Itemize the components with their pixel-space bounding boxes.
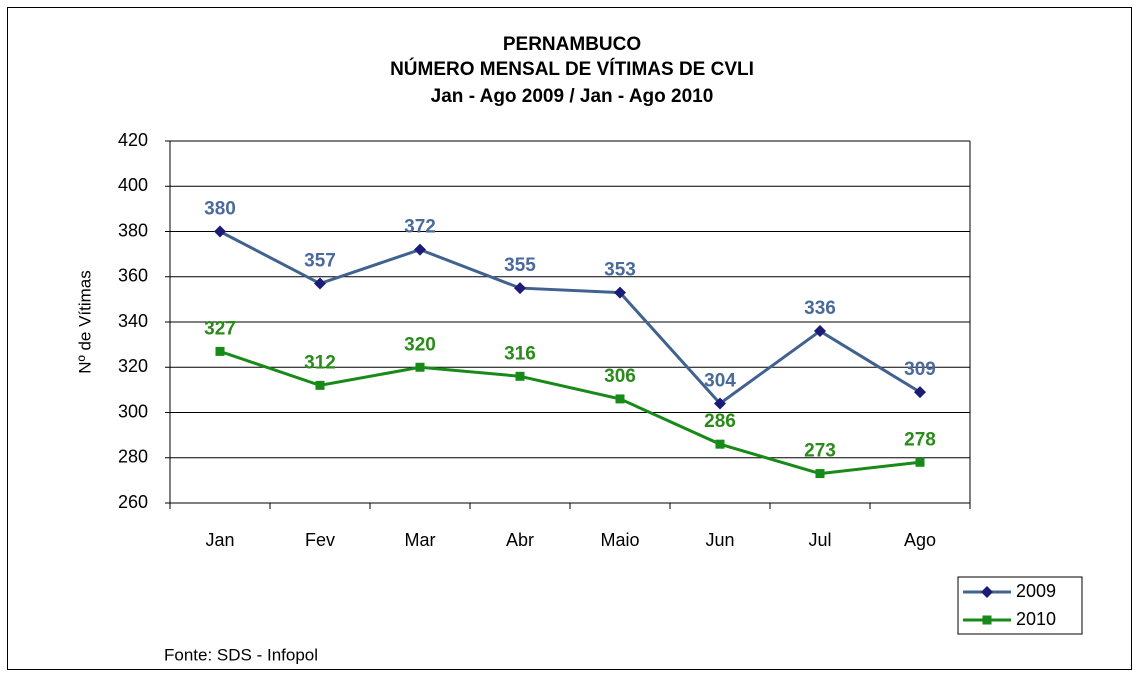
y-tick-label: 300 xyxy=(118,401,148,421)
data-label: 357 xyxy=(304,251,336,272)
legend-label: 2009 xyxy=(1016,581,1056,601)
y-tick-label: 260 xyxy=(118,492,148,512)
y-tick-label: 360 xyxy=(118,266,148,286)
data-point xyxy=(315,380,325,390)
data-label: 273 xyxy=(804,441,836,462)
x-tick-label: Fev xyxy=(305,530,335,550)
y-axis-label: Nº de Vítimas xyxy=(75,270,94,374)
data-point xyxy=(814,325,826,338)
data-label: 355 xyxy=(504,255,536,276)
data-label: 278 xyxy=(904,429,936,450)
data-label: 372 xyxy=(404,217,436,238)
data-label: 320 xyxy=(404,334,436,355)
data-point xyxy=(514,282,526,295)
x-tick-label: Jun xyxy=(705,530,734,550)
data-point xyxy=(515,371,525,381)
x-tick-label: Mar xyxy=(405,530,436,550)
y-tick-label: 280 xyxy=(118,447,148,467)
x-tick-label: Jul xyxy=(808,530,831,550)
data-point xyxy=(414,243,426,256)
data-label: 316 xyxy=(504,343,536,364)
data-label: 353 xyxy=(604,260,636,281)
chart-title: NÚMERO MENSAL DE VÍTIMAS DE CVLI xyxy=(390,58,754,80)
data-point xyxy=(415,362,425,372)
y-tick-label: 420 xyxy=(118,130,148,150)
data-point xyxy=(215,346,225,356)
data-label: 336 xyxy=(804,298,836,319)
data-point xyxy=(714,397,726,410)
data-label: 380 xyxy=(204,199,236,220)
y-tick-label: 380 xyxy=(118,220,148,240)
x-tick-label: Ago xyxy=(904,530,936,550)
data-point xyxy=(815,469,825,479)
legend-box xyxy=(957,576,1083,635)
y-tick-label: 400 xyxy=(118,175,148,195)
x-tick-label: Maio xyxy=(600,530,639,550)
x-tick-label: Jan xyxy=(205,530,234,550)
data-point xyxy=(614,286,626,299)
data-point xyxy=(214,225,226,238)
source-note: Fonte: SDS - Infopol xyxy=(164,645,318,664)
data-label: 286 xyxy=(704,411,736,432)
legend-label: 2010 xyxy=(1016,609,1056,629)
x-tick-label: Abr xyxy=(506,530,534,550)
legend-marker xyxy=(982,615,992,625)
data-point xyxy=(715,439,725,449)
legend-marker xyxy=(981,586,993,598)
data-point xyxy=(915,457,925,467)
data-label: 306 xyxy=(604,366,636,387)
y-tick-label: 340 xyxy=(118,311,148,331)
data-point xyxy=(914,386,926,399)
chart-title: PERNAMBUCO xyxy=(503,34,641,55)
data-label: 304 xyxy=(704,370,736,391)
data-label: 309 xyxy=(904,359,936,380)
data-label: 312 xyxy=(304,352,336,373)
y-tick-label: 320 xyxy=(118,356,148,376)
chart-subtitle: Jan - Ago 2009 / Jan - Ago 2010 xyxy=(431,86,714,107)
chart-border xyxy=(7,7,1132,670)
data-line xyxy=(219,349,921,476)
data-point xyxy=(314,277,326,290)
data-line xyxy=(219,230,921,406)
data-label: 327 xyxy=(204,318,236,339)
data-point xyxy=(615,394,625,404)
